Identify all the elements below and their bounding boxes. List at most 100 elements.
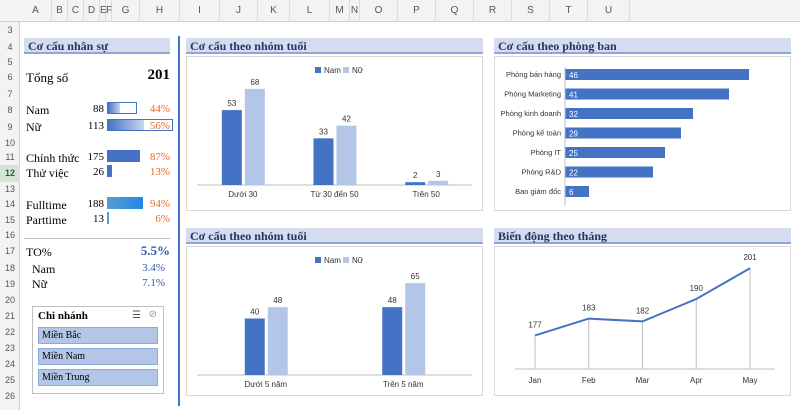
age-chart[interactable]: Nam Nữ 53 68 Dưới 30 33 42 Từ 30 đến 50 2 3 Trên 5…	[186, 56, 483, 211]
column-header-d[interactable]: D	[84, 0, 100, 22]
data-label: 33	[319, 127, 328, 136]
row-header-17[interactable]: 17	[4, 246, 15, 256]
column-header-r[interactable]: R	[474, 0, 512, 22]
probation-pct: 13%	[149, 166, 170, 178]
data-label: 65	[411, 272, 420, 281]
row-header-12[interactable]: 12	[0, 165, 20, 182]
category-label: Dưới 5 năm	[244, 380, 287, 389]
slicer-item-mien-bac[interactable]: Miền Bắc	[38, 327, 158, 344]
row-header-11[interactable]: 11	[5, 152, 15, 162]
column-header-p[interactable]: P	[398, 0, 436, 22]
row-header-4[interactable]: 4	[7, 42, 13, 52]
row-header-22[interactable]: 22	[4, 327, 15, 337]
female-value: 113	[87, 120, 104, 132]
bar-male	[221, 110, 242, 185]
dept-bar	[565, 69, 749, 80]
bar-male	[244, 318, 265, 375]
official-databar-frame	[107, 150, 145, 162]
row-header-19[interactable]: 19	[4, 279, 15, 289]
dept-value: 46	[569, 71, 578, 80]
column-header-u[interactable]: U	[588, 0, 630, 22]
column-header-o[interactable]: O	[360, 0, 398, 22]
category-label: May	[742, 376, 757, 385]
probation-value: 26	[93, 166, 104, 178]
row-header-21[interactable]: 21	[4, 311, 15, 321]
male-databar-frame	[107, 102, 137, 114]
row-header-16[interactable]: 16	[4, 230, 15, 240]
data-label: 53	[227, 99, 236, 108]
row-header-24[interactable]: 24	[4, 359, 15, 369]
column-header-a[interactable]: A	[20, 0, 52, 22]
legend-swatch-female	[343, 257, 349, 263]
column-header-h[interactable]: H	[140, 0, 180, 22]
slicer-item-mien-trung[interactable]: Miền Trung	[38, 369, 158, 386]
row-header-18[interactable]: 18	[4, 263, 15, 273]
row-header-23[interactable]: 23	[4, 343, 15, 353]
row-header-6[interactable]: 6	[7, 72, 13, 82]
row-header-10[interactable]: 10	[4, 138, 15, 148]
column-header-i[interactable]: I	[180, 0, 220, 22]
column-header-n[interactable]: N	[350, 0, 360, 22]
dept-value: 6	[569, 188, 574, 197]
to-label: TO%	[26, 245, 52, 259]
bar-female	[428, 180, 449, 185]
column-header-g[interactable]: G	[112, 0, 140, 22]
row-header-15[interactable]: 15	[4, 215, 15, 225]
monthly-chart[interactable]: 177 Jan 183 Feb 182 Mar 190 Apr 201 May	[494, 246, 791, 396]
column-header-f[interactable]: F	[106, 0, 112, 22]
row-header-13[interactable]: 13	[4, 184, 15, 194]
column-header-q[interactable]: Q	[436, 0, 474, 22]
probation-databar	[107, 165, 112, 177]
row-header-5[interactable]: 5	[7, 57, 13, 67]
dept-label: Phòng kinh doanh	[501, 109, 561, 118]
data-label: 2	[413, 171, 418, 180]
row-header-26[interactable]: 26	[4, 391, 15, 401]
column-header-s[interactable]: S	[512, 0, 550, 22]
column-header-m[interactable]: M	[330, 0, 350, 22]
legend-swatch-male	[315, 257, 321, 263]
category-label: Jan	[529, 376, 542, 385]
female-pct: 56%	[149, 120, 170, 132]
column-header-e[interactable]: E	[100, 0, 107, 22]
official-label: Chính thức	[26, 151, 80, 165]
row-header-25[interactable]: 25	[4, 375, 15, 385]
total-value: 201	[147, 67, 171, 83]
branch-slicer[interactable]: Chi nhánh ☰ ⊘ Miền Bắc Miền Nam Miền Tru…	[32, 306, 164, 394]
column-header-k[interactable]: K	[258, 0, 290, 22]
male-databar	[108, 103, 121, 113]
official-databar	[107, 150, 141, 162]
row-header-20[interactable]: 20	[4, 295, 15, 305]
female-databar	[108, 120, 144, 130]
column-header-j[interactable]: J	[220, 0, 258, 22]
slicer-item-mien-nam[interactable]: Miền Nam	[38, 348, 158, 365]
multi-select-icon[interactable]: ☰	[132, 310, 141, 321]
fulltime-value: 188	[87, 198, 105, 210]
column-header-b[interactable]: B	[52, 0, 68, 22]
slicer-title: Chi nhánh	[38, 310, 88, 322]
age-chart-svg: Nam Nữ 53 68 Dưới 30 33 42 Từ 30 đến 50 2 3 Trên 5…	[197, 66, 472, 199]
row-header-7[interactable]: 7	[7, 89, 13, 99]
column-header-c[interactable]: C	[68, 0, 84, 22]
row-header-8[interactable]: 8	[7, 105, 13, 115]
series-line	[534, 267, 751, 337]
row-header-3[interactable]: 3	[7, 25, 13, 35]
row-header-14[interactable]: 14	[4, 199, 15, 209]
data-label: 201	[743, 253, 757, 262]
dept-value: 32	[569, 110, 578, 119]
dept-bar	[565, 127, 681, 139]
clear-filter-icon[interactable]: ⊘	[148, 309, 157, 320]
category-label: Dưới 30	[228, 190, 258, 199]
data-label: 48	[388, 296, 397, 305]
parttime-value: 13	[93, 213, 104, 225]
male-value: 88	[93, 103, 104, 115]
dept-value: 22	[569, 169, 578, 178]
fulltime-databar-frame	[107, 197, 145, 209]
row-header-9[interactable]: 9	[7, 122, 13, 132]
column-header-l[interactable]: L	[290, 0, 330, 22]
parttime-databar-frame	[107, 212, 145, 224]
tenure-chart[interactable]: Nam Nữ 40 48 Dưới 5 năm 48 65 Trên 5 năm	[186, 246, 483, 396]
dept-chart[interactable]: Phòng bán hàng 46 Phòng Marketing 41 Phòng k…	[494, 56, 791, 211]
column-header-t[interactable]: T	[550, 0, 588, 22]
dept-label: Phòng IT	[531, 148, 562, 157]
